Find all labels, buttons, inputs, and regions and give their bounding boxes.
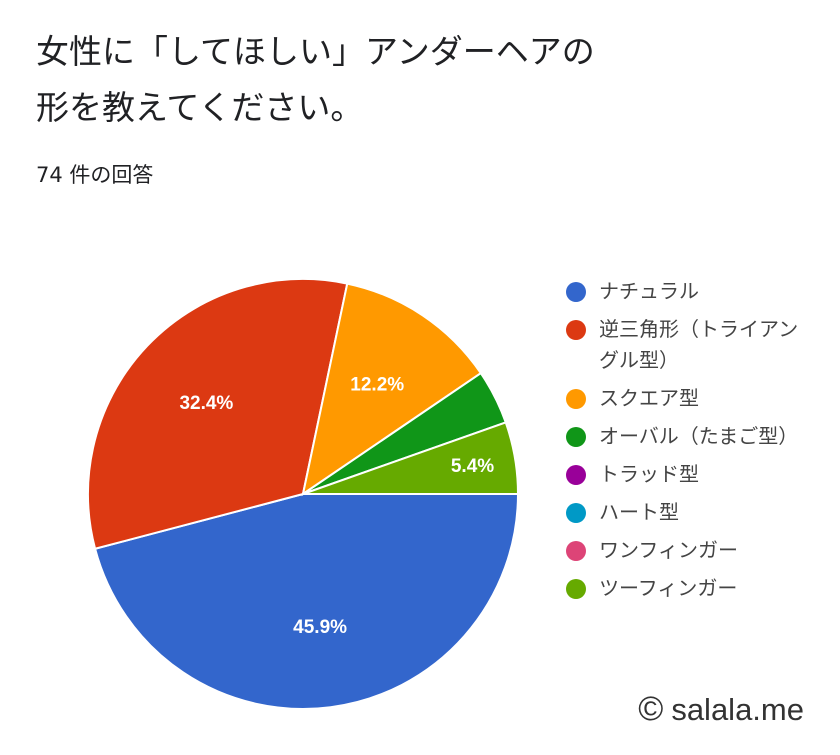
watermark-text: salala.me: [671, 691, 804, 727]
pie-slice-label-1: 32.4%: [179, 393, 233, 414]
legend-color-dot: [566, 282, 586, 302]
pie-slice-1[interactable]: [87, 278, 349, 550]
legend-color-dot: [566, 541, 586, 561]
pie-slice-label-2: 12.2%: [350, 374, 404, 395]
legend-color-dot: [566, 427, 586, 447]
pie-slice-7[interactable]: [302, 421, 520, 495]
legend-color-dot: [566, 579, 586, 599]
legend-item[interactable]: ワンフィンガー: [566, 535, 806, 566]
legend-color-dot: [566, 465, 586, 485]
legend-label: スクエア型: [599, 386, 699, 410]
pie-slice-2[interactable]: [301, 282, 483, 497]
legend-item[interactable]: ツーフィンガー: [566, 573, 806, 604]
pie-slice-label-0: 45.9%: [293, 617, 347, 638]
legend-item[interactable]: ナチュラル: [566, 276, 806, 307]
legend-label: ワンフィンガー: [599, 538, 738, 562]
legend-label: ナチュラル: [599, 279, 699, 303]
pie-slice-0[interactable]: [93, 493, 520, 710]
legend-color-dot: [566, 503, 586, 523]
legend-item[interactable]: ハート型: [566, 497, 806, 528]
legend-color-dot: [566, 320, 586, 340]
chart-legend: ナチュラル逆三角形（トライアングル型） スクエア型オーバル（たまご型） トラッド型ハ…: [566, 276, 806, 611]
legend-label: 逆三角形（トライアングル型）: [599, 317, 799, 372]
legend-label: ツーフィンガー: [599, 576, 738, 600]
legend-item[interactable]: 逆三角形（トライアングル型）: [566, 314, 806, 376]
chart-title: 女性に「してほしい」アンダーヘアの 形を教えてください。: [36, 32, 595, 127]
copyright-symbol: ©: [638, 690, 664, 728]
pie-slice-label-7: 5.4%: [451, 456, 494, 477]
legend-label: オーバル（たまご型）: [599, 424, 799, 448]
legend-item[interactable]: トラッド型: [566, 459, 806, 490]
response-count: 74 件の回答: [36, 163, 154, 187]
legend-item[interactable]: スクエア型: [566, 383, 806, 414]
legend-item[interactable]: オーバル（たまご型）: [566, 421, 806, 452]
legend-label: トラッド型: [599, 462, 699, 486]
watermark: © salala.me: [638, 690, 804, 729]
legend-color-dot: [566, 389, 586, 409]
legend-label: ハート型: [599, 500, 679, 524]
